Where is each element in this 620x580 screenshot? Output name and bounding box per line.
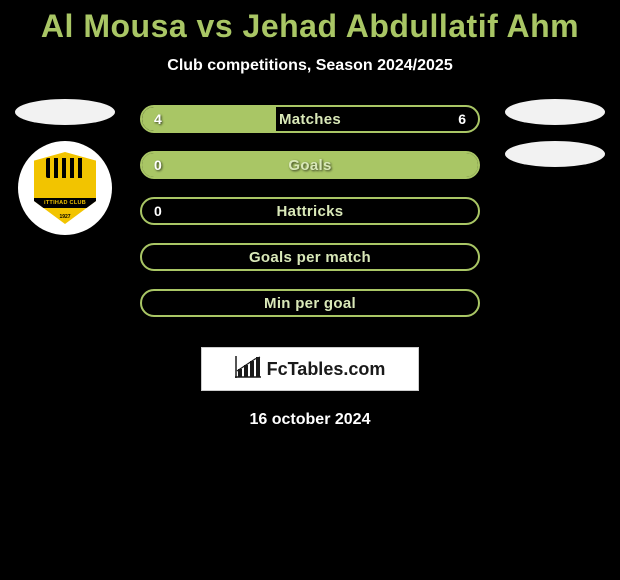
shield-stripes — [46, 158, 84, 178]
bar-value-left: 0 — [154, 199, 162, 223]
date-line: 16 october 2024 — [0, 411, 620, 429]
bar-value-left: 4 — [154, 107, 162, 131]
left-club-badge: iTTIHAD CLUB 1927 — [18, 141, 112, 235]
stat-bar: Min per goal — [140, 289, 480, 317]
right-jersey-placeholder-2 — [505, 141, 605, 167]
bar-value-left: 0 — [154, 153, 162, 177]
stat-bar: Matches4 6 — [140, 105, 480, 133]
left-jersey-placeholder — [15, 99, 115, 125]
stat-bar: Goals per match — [140, 243, 480, 271]
page-title: Al Mousa vs Jehad Abdullatif Ahm — [0, 0, 620, 45]
bar-label: Min per goal — [142, 291, 478, 315]
root: Al Mousa vs Jehad Abdullatif Ahm Club co… — [0, 0, 620, 580]
shield-club-year: 1927 — [34, 214, 96, 220]
bar-value-right: 6 — [458, 107, 466, 131]
brand-text: FcTables.com — [267, 359, 386, 380]
right-jersey-placeholder-1 — [505, 99, 605, 125]
brand-box: FcTables.com — [201, 347, 419, 391]
stat-bar: Hattricks0 — [140, 197, 480, 225]
bar-label: Goals — [142, 153, 478, 177]
comparison-area: iTTIHAD CLUB 1927 Matches46Goals0Hattric… — [0, 105, 620, 345]
bar-label: Goals per match — [142, 245, 478, 269]
bar-label: Matches — [142, 107, 478, 131]
right-player-col — [500, 99, 610, 183]
bar-chart-icon — [235, 356, 261, 383]
page-subtitle: Club competitions, Season 2024/2025 — [0, 57, 620, 75]
stat-bar: Goals0 — [140, 151, 480, 179]
left-player-col: iTTIHAD CLUB 1927 — [10, 99, 120, 235]
stat-bars: Matches46Goals0Hattricks0Goals per match… — [140, 105, 480, 335]
club-shield-icon: iTTIHAD CLUB 1927 — [34, 152, 96, 224]
shield-club-name: iTTIHAD CLUB — [34, 198, 96, 208]
bar-label: Hattricks — [142, 199, 478, 223]
